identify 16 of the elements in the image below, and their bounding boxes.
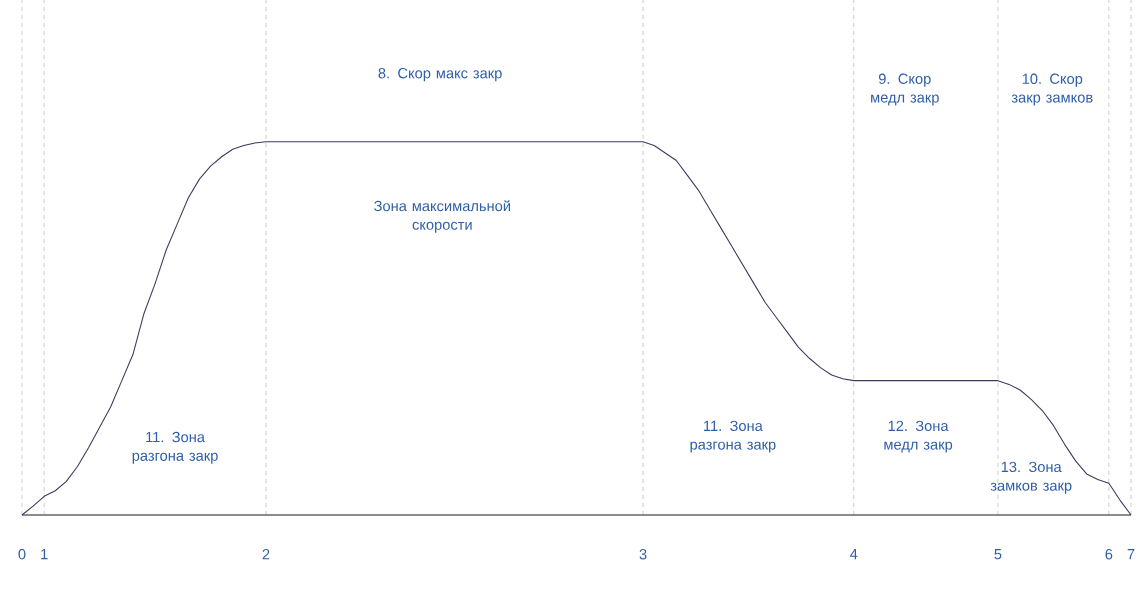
text: 8. Скор макс закр: [378, 68, 502, 82]
annotation: 11. Зона разгона закр: [132, 431, 218, 464]
x-tick-label: 2: [262, 549, 270, 560]
annotation: 13. Зона замков закр: [990, 461, 1072, 494]
annotation: 11. Зона разгона закр: [690, 420, 776, 453]
annotation: Зона максимальной скорости: [374, 200, 510, 233]
x-tick-label: 1: [41, 549, 48, 560]
x-tick-label: 0: [18, 549, 26, 560]
x-tick-label: 4: [850, 549, 858, 560]
text: 9. Скор медл закр: [871, 73, 939, 106]
annotation: 12. Зона медл закр: [884, 420, 953, 453]
x-tick-label: 5: [994, 549, 1002, 560]
text: 10. Скор закр замков: [1011, 73, 1093, 106]
x-tick-label: 7: [1127, 549, 1135, 560]
x-tick-label: 3: [639, 549, 647, 560]
x-tick-label: 6: [1105, 549, 1113, 560]
